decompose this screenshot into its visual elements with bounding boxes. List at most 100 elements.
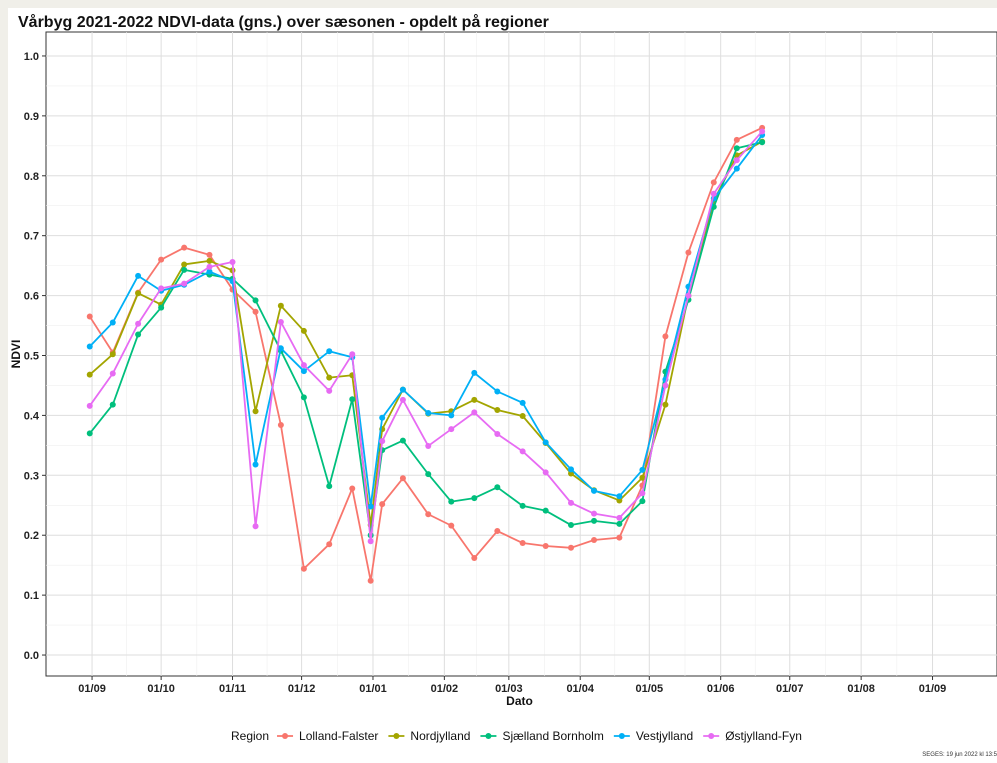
data-point bbox=[277, 318, 284, 325]
data-point bbox=[448, 498, 455, 505]
data-point bbox=[181, 261, 188, 268]
data-point bbox=[399, 437, 406, 444]
data-point bbox=[494, 430, 501, 437]
y-tick-label: 0.0 bbox=[24, 650, 39, 662]
data-point bbox=[591, 537, 598, 544]
series-line bbox=[89, 130, 763, 543]
legend-key-point bbox=[282, 733, 289, 739]
data-point bbox=[471, 495, 478, 502]
source-credit: SEGES: 19 jun 2022 kl 13:5 bbox=[922, 752, 997, 758]
data-point bbox=[135, 331, 142, 338]
legend-title: Region bbox=[231, 729, 269, 743]
data-point bbox=[367, 577, 374, 584]
data-point bbox=[494, 388, 501, 395]
y-tick-label: 0.9 bbox=[24, 111, 39, 123]
data-point bbox=[399, 386, 406, 393]
data-point bbox=[448, 412, 455, 419]
data-point bbox=[206, 251, 213, 258]
data-point bbox=[300, 368, 307, 375]
data-point bbox=[542, 507, 549, 514]
data-point bbox=[252, 308, 259, 315]
data-point bbox=[471, 396, 478, 403]
legend-item: Vestjylland bbox=[613, 729, 693, 743]
legend-label: Nordjylland bbox=[410, 729, 470, 743]
data-point bbox=[568, 522, 575, 529]
data-point bbox=[542, 543, 549, 550]
data-point bbox=[349, 396, 356, 403]
data-point bbox=[519, 399, 526, 406]
data-point bbox=[710, 190, 717, 197]
x-tick-label: 01/08 bbox=[847, 683, 875, 695]
data-point bbox=[109, 319, 116, 326]
plot-panel bbox=[45, 31, 997, 677]
y-tick-label: 1.0 bbox=[24, 51, 39, 63]
data-point bbox=[616, 497, 623, 504]
data-point bbox=[425, 471, 432, 478]
data-point bbox=[591, 510, 598, 517]
data-point bbox=[710, 179, 717, 186]
x-tick-label: 01/12 bbox=[288, 683, 316, 695]
data-point bbox=[367, 503, 374, 510]
data-point bbox=[759, 128, 766, 135]
data-point bbox=[471, 554, 478, 561]
data-point bbox=[616, 514, 623, 521]
data-point bbox=[277, 302, 284, 309]
data-point bbox=[616, 493, 623, 500]
y-tick-label: 0.7 bbox=[24, 231, 39, 243]
data-point bbox=[158, 304, 165, 311]
x-tick-label: 01/10 bbox=[147, 683, 175, 695]
data-point bbox=[733, 157, 740, 164]
data-point bbox=[542, 439, 549, 446]
data-point bbox=[733, 165, 740, 172]
data-point bbox=[379, 438, 386, 445]
data-point bbox=[448, 522, 455, 529]
data-point bbox=[591, 517, 598, 524]
data-point bbox=[494, 484, 501, 491]
legend-key-point bbox=[485, 733, 492, 739]
data-point bbox=[616, 534, 623, 541]
y-tick-label: 0.2 bbox=[24, 530, 39, 542]
legend-item: Sjælland Bornholm bbox=[480, 729, 604, 743]
data-point bbox=[326, 483, 333, 490]
data-point bbox=[733, 136, 740, 143]
data-point bbox=[425, 511, 432, 518]
data-point bbox=[494, 407, 501, 414]
legend-key-point bbox=[708, 733, 715, 739]
data-point bbox=[252, 523, 259, 530]
data-point bbox=[425, 410, 432, 417]
legend-label: Vestjylland bbox=[636, 729, 693, 743]
x-tick-label: 01/02 bbox=[431, 683, 459, 695]
data-point bbox=[379, 414, 386, 421]
data-point bbox=[519, 448, 526, 455]
data-point bbox=[326, 541, 333, 548]
data-point bbox=[519, 502, 526, 509]
data-point bbox=[639, 490, 646, 497]
data-point bbox=[86, 343, 93, 350]
ndvi-line-chart: 0.0 0.1 0.2 0.3 0.4 0.5 0.6 0.7 0.8 0.9 1.0 01/09 01… bbox=[9, 31, 997, 743]
data-point bbox=[471, 369, 478, 376]
data-point bbox=[300, 565, 307, 572]
data-point bbox=[326, 348, 333, 355]
data-point bbox=[326, 374, 333, 381]
x-tick-label: 01/01 bbox=[359, 683, 387, 695]
data-point bbox=[662, 382, 669, 389]
data-point bbox=[367, 538, 374, 545]
data-point bbox=[86, 371, 93, 378]
data-point bbox=[568, 466, 575, 473]
legend-key-point bbox=[618, 733, 625, 739]
data-point bbox=[135, 290, 142, 297]
data-point bbox=[86, 430, 93, 437]
data-point bbox=[300, 362, 307, 369]
data-point bbox=[662, 401, 669, 408]
x-tick-label: 01/03 bbox=[495, 683, 523, 695]
y-tick-label: 0.6 bbox=[24, 291, 39, 303]
legend-item: Østjylland-Fyn bbox=[703, 729, 802, 743]
data-point bbox=[519, 413, 526, 420]
data-point bbox=[639, 474, 646, 481]
data-point bbox=[568, 470, 575, 477]
data-point bbox=[181, 280, 188, 287]
data-point bbox=[591, 487, 598, 494]
chart-figure: Vårbyg 2021-2022 NDVI-data (gns.) over s… bbox=[8, 8, 997, 763]
data-point bbox=[639, 466, 646, 473]
y-tick-label: 0.3 bbox=[24, 470, 39, 482]
